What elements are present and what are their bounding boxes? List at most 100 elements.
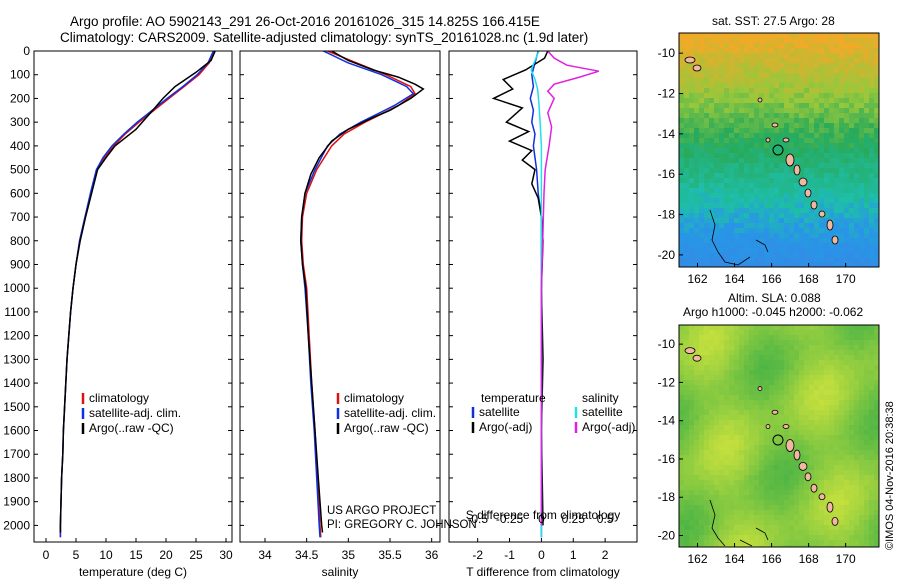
sst-map-cell <box>724 148 730 154</box>
sst-map-cell <box>799 83 805 89</box>
sst-map-cell <box>859 143 865 149</box>
sst-map-cell <box>794 63 800 69</box>
sst-map-cell <box>759 73 765 79</box>
sla-map-cell <box>679 330 685 336</box>
sla-map-cell <box>759 380 765 386</box>
sst-map-cell <box>839 203 845 209</box>
sst-map-cell <box>854 243 860 249</box>
sla-map-cell <box>754 450 760 456</box>
sst-map-cell <box>734 128 740 134</box>
sst-map-cell <box>699 253 705 259</box>
sla-map-cell <box>774 540 780 546</box>
sla-map-cell <box>704 340 710 346</box>
sst-map-cell <box>694 243 700 249</box>
sla-map-cell <box>689 475 695 481</box>
sst-map-cell <box>699 178 705 184</box>
sst-map-cell <box>779 133 785 139</box>
sla-map-cell <box>859 525 865 531</box>
sst-map-cell <box>759 153 765 159</box>
sst-map-cell <box>789 218 795 224</box>
sla-map-cell <box>684 535 690 541</box>
sst-map-cell <box>829 173 835 179</box>
sst-map-cell <box>779 113 785 119</box>
sst-map-cell <box>869 43 875 49</box>
sst-map-cell <box>819 128 825 134</box>
sst-map-cell <box>679 68 685 74</box>
sla-map-cell <box>789 400 795 406</box>
sst-map-cell <box>739 238 745 244</box>
sla-map-cell <box>699 425 705 431</box>
sst-map-cell <box>734 108 740 114</box>
sla-map-cell <box>859 440 865 446</box>
sst-map-cell <box>749 193 755 199</box>
sla-map-cell <box>804 365 810 371</box>
sla-map-cell <box>709 545 715 547</box>
sla-map-cell <box>799 530 805 536</box>
sst-map-cell <box>799 143 805 149</box>
sla-map-cell <box>739 475 745 481</box>
sla-map-cell <box>689 360 695 366</box>
sst-map-cell <box>854 238 860 244</box>
sla-map-cell <box>849 490 855 496</box>
sla-map-cell <box>734 525 740 531</box>
sst-map-cell <box>869 253 875 259</box>
sst-map-cell <box>764 218 770 224</box>
sst-map-cell <box>679 188 685 194</box>
sst-map-cell <box>804 218 810 224</box>
sst-map-cell <box>804 163 810 169</box>
sst-map-cell <box>714 138 720 144</box>
sla-map-cell <box>784 530 790 536</box>
sst-map-cell <box>689 78 695 84</box>
sst-map-cell <box>684 213 690 219</box>
sla-map-cell <box>874 365 879 371</box>
sla-map-cell <box>754 440 760 446</box>
sst-map-cell <box>699 173 705 179</box>
sst-map-cell <box>784 68 790 74</box>
sst-map-cell <box>754 233 760 239</box>
sla-map-cell <box>684 480 690 486</box>
sst-map-cell <box>799 53 805 59</box>
sla-map-cell <box>874 345 879 351</box>
temp-legend-label: satellite-adj. clim. <box>89 406 181 420</box>
sla-map-cell <box>864 355 870 361</box>
sla-map-cell <box>784 500 790 506</box>
sst-map-cell <box>819 223 825 229</box>
sst-map-cell <box>774 113 780 119</box>
sst-map-cell <box>839 158 845 164</box>
sla-map-cell <box>754 370 760 376</box>
sst-map-cell <box>769 33 775 39</box>
sla-map-cell <box>799 410 805 416</box>
sla-map-island <box>785 439 795 452</box>
sla-map-cell <box>824 405 830 411</box>
sla-map-cell <box>709 430 715 436</box>
sla-map-cell <box>814 335 820 341</box>
sla-map-cell <box>834 440 840 446</box>
sla-map-cell <box>744 475 750 481</box>
sst-map-cell <box>724 33 730 39</box>
sst-map-cell <box>694 48 700 54</box>
sla-map-cell <box>734 435 740 441</box>
sst-map-cell <box>699 263 705 267</box>
sla-map-cell <box>819 410 825 416</box>
sst-map-cell <box>779 208 785 214</box>
sla-map-cell <box>804 455 810 461</box>
sla-map-cell <box>684 395 690 401</box>
sst-map-cell <box>759 68 765 74</box>
sst-map-cell <box>809 83 815 89</box>
sla-map-cell <box>819 370 825 376</box>
sla-map-cell <box>804 375 810 381</box>
sst-map-cell <box>794 68 800 74</box>
sst-map-cell <box>729 188 735 194</box>
sst-map-cell <box>739 168 745 174</box>
sla-map-cell <box>759 460 765 466</box>
sst-map-cell <box>839 178 845 184</box>
sla-map-cell <box>679 535 685 541</box>
sla-map-cell <box>684 325 690 331</box>
sla-map-cell <box>704 350 710 356</box>
sla-map-cell <box>764 435 770 441</box>
sla-map-cell <box>689 500 695 506</box>
sst-map-cell <box>764 118 770 124</box>
sst-map-cell <box>839 118 845 124</box>
sla-map-cell <box>799 360 805 366</box>
sla-map-cell <box>809 445 815 451</box>
